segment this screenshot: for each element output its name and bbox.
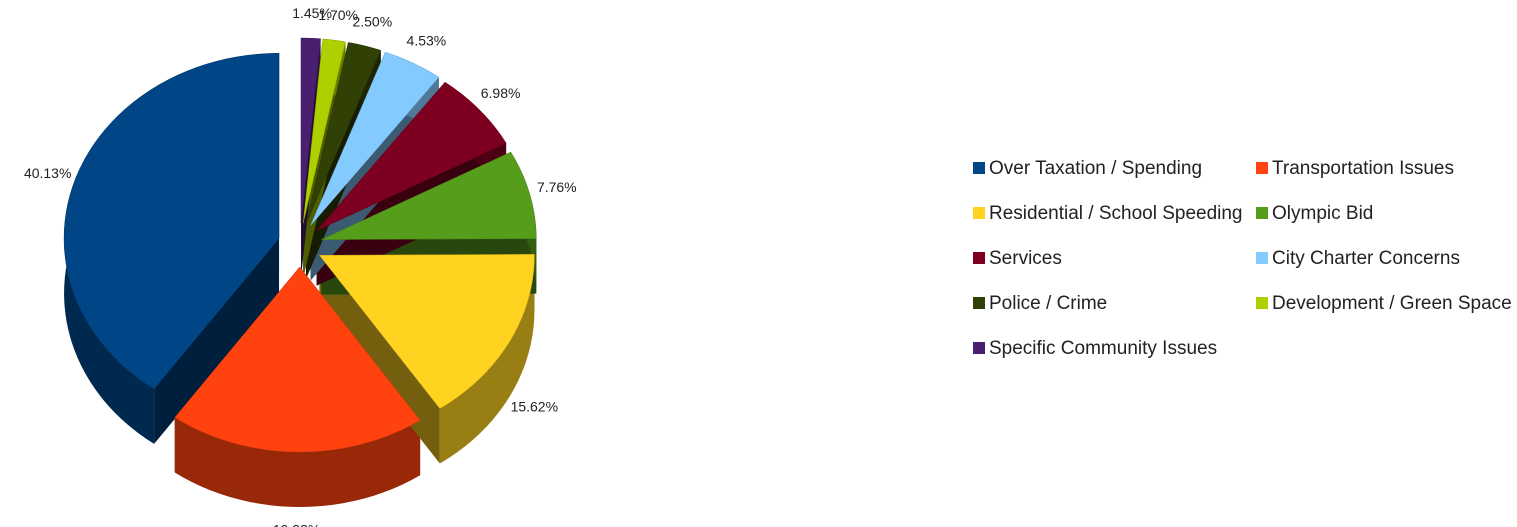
legend-label: City Charter Concerns	[1272, 248, 1460, 269]
slice	[63, 53, 280, 390]
legend-swatch	[973, 252, 985, 264]
slice	[305, 42, 382, 224]
slice	[174, 266, 421, 453]
legend-label: Over Taxation / Spending	[989, 158, 1202, 179]
legend: Over Taxation / Spending Transportation I…	[973, 158, 1512, 359]
slice	[316, 81, 507, 231]
legend-label: Police / Crime	[989, 293, 1107, 314]
legend-label: Residential / School Speeding	[989, 203, 1243, 224]
legend-swatch	[973, 297, 985, 309]
slice-side	[439, 254, 535, 464]
legend-label: Services	[989, 248, 1062, 269]
legend-swatch	[973, 207, 985, 219]
legend-swatch	[1256, 207, 1268, 219]
legend-swatch	[973, 162, 985, 174]
data-label: 40.13%	[24, 165, 71, 181]
slice-side	[154, 238, 280, 444]
legend-swatch	[973, 342, 985, 354]
slice	[321, 151, 537, 240]
data-label: 1.45%	[292, 5, 332, 21]
slice-side	[174, 417, 421, 507]
slice	[310, 51, 440, 226]
legend-swatch	[1256, 297, 1268, 309]
slice	[300, 37, 321, 224]
data-label: 4.53%	[407, 33, 447, 49]
slice-tops	[63, 37, 537, 453]
legend-swatch	[1256, 162, 1268, 174]
legend-label: Specific Community Issues	[989, 338, 1217, 359]
data-label: 19.33%	[273, 522, 320, 527]
data-label: 2.50%	[352, 13, 392, 29]
data-label: 7.76%	[537, 179, 577, 195]
slice-labels: 40.13%19.33%15.62%7.76%6.98%4.53%2.50%1.…	[24, 5, 577, 527]
slice	[318, 254, 535, 409]
data-label: 6.98%	[481, 85, 521, 101]
slice	[302, 38, 346, 224]
legend-swatch	[1256, 252, 1268, 264]
legend-label: Development / Green Space	[1272, 293, 1512, 314]
data-label: 15.62%	[511, 399, 558, 415]
legend-label: Transportation Issues	[1272, 158, 1454, 179]
legend-label: Olympic Bid	[1272, 203, 1373, 224]
data-label: 1.70%	[318, 7, 358, 23]
